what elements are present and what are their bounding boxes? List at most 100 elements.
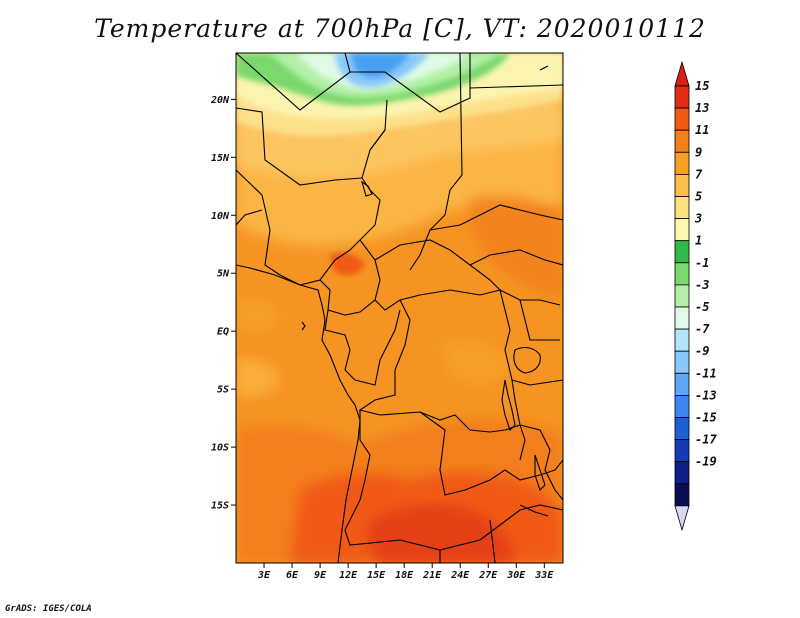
lake-chad bbox=[361, 180, 373, 197]
colorbar-label: 11 bbox=[695, 123, 709, 137]
border-egypt-libya bbox=[459, 53, 463, 176]
colorbar-label: 13 bbox=[695, 101, 709, 115]
border-chad-sudan bbox=[409, 174, 463, 271]
colorbar-swatch bbox=[674, 151, 690, 175]
colorbar: 15 13 11 9 7 5 3 1 -1 -3 -5 -7 -9 -11 -13 -15 -17 -19 bbox=[674, 60, 717, 532]
border-tanzania bbox=[511, 379, 563, 386]
field-patch-mid bbox=[440, 338, 515, 384]
colorbar-label: -5 bbox=[695, 300, 709, 314]
border-libya-west bbox=[344, 53, 351, 73]
map-frame bbox=[235, 52, 564, 564]
lon-tick-label: 6E bbox=[286, 570, 299, 581]
colorbar-label: 15 bbox=[695, 79, 709, 93]
lake-malawi bbox=[534, 454, 546, 492]
colorbar-swatch bbox=[674, 372, 690, 396]
border-gabon-congo bbox=[324, 309, 401, 386]
lon-tick-label: 21E bbox=[422, 570, 442, 581]
colorbar-label: -7 bbox=[695, 322, 710, 336]
lake-victoria bbox=[513, 346, 541, 374]
colorbar-swatch bbox=[674, 483, 690, 507]
lon-tick-label: 24E bbox=[450, 570, 470, 581]
colorbar-label: 5 bbox=[695, 190, 702, 204]
colorbar-swatch bbox=[674, 328, 690, 352]
border-chad-libya bbox=[369, 129, 386, 151]
colorbar-label: -3 bbox=[695, 278, 709, 292]
border-malawi bbox=[519, 424, 563, 501]
country-borders bbox=[236, 53, 563, 563]
border-uganda-kenya bbox=[519, 299, 560, 341]
lat-tick-label: 15N bbox=[211, 153, 230, 164]
field-patch-east bbox=[468, 195, 563, 300]
colorbar-swatch bbox=[674, 394, 690, 418]
colorbar-swatch bbox=[674, 284, 690, 308]
lon-tick-label: 18E bbox=[395, 570, 414, 581]
colorbar-swatch bbox=[674, 350, 690, 374]
colorbar-swatch bbox=[674, 218, 690, 242]
border-egypt-sudan bbox=[469, 84, 563, 89]
border-drc-east bbox=[499, 289, 521, 426]
colorbar-label: 7 bbox=[695, 167, 703, 181]
colorbar-swatch bbox=[674, 173, 690, 197]
field-band-hottest bbox=[368, 504, 515, 563]
colorbar-label: -13 bbox=[695, 388, 717, 402]
lat-tick-label: 20N bbox=[210, 95, 230, 106]
field-patch-west-light bbox=[236, 358, 280, 397]
colorbar-label: -1 bbox=[695, 256, 709, 270]
colorbar-swatch bbox=[674, 85, 690, 109]
colorbar-label: -9 bbox=[695, 344, 709, 358]
border-ss-ethiopia bbox=[469, 249, 563, 266]
colorbar-label: 9 bbox=[695, 145, 702, 159]
colorbar-label: 3 bbox=[694, 212, 702, 226]
lake-tanganyika bbox=[501, 379, 516, 432]
lat-tick-label: 15S bbox=[211, 501, 229, 512]
border-nigeria bbox=[236, 169, 351, 286]
lake-kariba bbox=[519, 504, 549, 517]
lat-tick-label: 10S bbox=[211, 443, 229, 454]
lon-tick-label: 3E bbox=[257, 570, 271, 581]
colorbar-swatch bbox=[674, 240, 690, 264]
colorbar-label: -19 bbox=[695, 455, 717, 469]
field-patch-west bbox=[236, 298, 280, 332]
colorbar-swatch bbox=[674, 107, 690, 131]
latitude-axis: 20N 15N 10N 5N EQ 5S 10S 15S bbox=[210, 95, 236, 512]
colorbar-bottom-arrow bbox=[674, 505, 690, 532]
lon-tick-label: 9E bbox=[314, 570, 327, 581]
lon-tick-label: 33E bbox=[534, 570, 554, 581]
coastline-west bbox=[236, 264, 361, 563]
border-botswana bbox=[489, 519, 496, 563]
lon-tick-label: 15E bbox=[367, 570, 386, 581]
lat-tick-label: 5S bbox=[217, 385, 229, 396]
longitude-axis: 3E 6E 9E 12E 15E 18E 21E 24E 27E 30E 33E bbox=[257, 563, 554, 581]
colorbar-top-arrow bbox=[674, 60, 690, 87]
border-angola-zambia bbox=[419, 411, 506, 496]
colorbar-swatch bbox=[674, 262, 690, 286]
lat-tick-label: EQ bbox=[217, 327, 229, 338]
lon-tick-label: 30E bbox=[506, 570, 526, 581]
border-ss-uganda bbox=[499, 289, 561, 306]
border-sahara bbox=[236, 53, 471, 113]
lat-tick-label: 5N bbox=[217, 269, 230, 280]
border-zambia bbox=[504, 459, 563, 481]
lat-tick-label: 10N bbox=[211, 211, 230, 222]
border-cameroon bbox=[319, 239, 381, 316]
colorbar-label: -15 bbox=[695, 411, 717, 425]
colorbar-label: -11 bbox=[695, 366, 717, 380]
red-sea-mark bbox=[539, 65, 549, 71]
colorbar-swatch bbox=[674, 417, 690, 441]
border-sudan-ss bbox=[429, 204, 563, 231]
border-benin bbox=[236, 209, 263, 226]
colorbar-swatch bbox=[674, 461, 690, 485]
map-title: Temperature at 700hPa [C], VT: 202001011… bbox=[94, 14, 706, 43]
colorbar-swatch bbox=[674, 306, 690, 330]
colorbar-swatch bbox=[674, 129, 690, 153]
lon-tick-label: 12E bbox=[339, 570, 358, 581]
border-angola bbox=[344, 410, 441, 551]
field-band-blue bbox=[350, 53, 410, 78]
temperature-field bbox=[236, 53, 563, 563]
colorbar-swatch bbox=[674, 439, 690, 463]
colorbar-label: -17 bbox=[695, 433, 717, 447]
island-bioko bbox=[301, 321, 306, 331]
colorbar-label: 1 bbox=[695, 234, 702, 248]
grads-credit: GrADS: IGES/COLA bbox=[5, 604, 92, 614]
